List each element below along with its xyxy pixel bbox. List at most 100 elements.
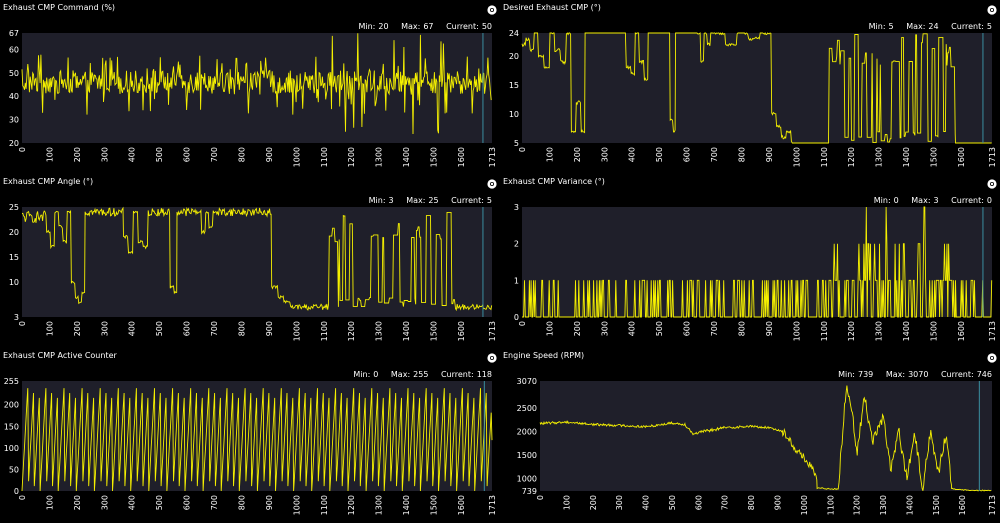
x-tick-label: 1500 — [932, 495, 941, 515]
y-tick-label: 20 — [9, 228, 19, 237]
plot-area — [22, 207, 492, 317]
chart-stats: Min: 0 Max: 255 Current: 118 — [353, 370, 492, 379]
x-tick-label: 1300 — [375, 147, 384, 167]
settings-gear-icon[interactable] — [987, 353, 997, 363]
chart-title: Exhaust CMP Angle (°) — [3, 177, 94, 186]
settings-gear-icon[interactable] — [987, 5, 997, 15]
x-tick-label: 1600 — [957, 147, 966, 167]
x-tick-label: 400 — [128, 321, 137, 336]
y-tick-label: 3070 — [517, 377, 537, 386]
x-tick-label: 1200 — [847, 147, 856, 167]
y-tick-label: 2 — [514, 240, 519, 249]
chart-title: Exhaust CMP Variance (°) — [503, 177, 605, 186]
x-tick-label: 1200 — [347, 321, 356, 341]
current-value: 5 — [986, 22, 992, 31]
x-tick-label: 100 — [545, 147, 554, 162]
x-tick-label: 1100 — [820, 147, 829, 167]
settings-gear-icon[interactable] — [487, 5, 497, 15]
y-tick-label: 2500 — [517, 404, 537, 413]
chart-title: Exhaust CMP Active Counter — [3, 351, 117, 360]
chart-panel-exhaust-cmp-angle: 3 10 15 20 25 0 100 200 300 400 500 600 700 800 900 100… — [0, 174, 500, 348]
x-tick-label: 1500 — [430, 321, 439, 341]
x-tick-label: 800 — [737, 147, 746, 162]
chart-panel-exhaust-cmp-active-counter: 0 50 100 150 200 255 0 100 200 300 400 500 600 700 800… — [0, 348, 500, 522]
x-tick-label: 700 — [721, 495, 730, 510]
y-tick-label: 30 — [9, 116, 19, 125]
data-series-line — [521, 31, 992, 144]
max-value: 25 — [428, 196, 439, 205]
x-tick-label: 900 — [765, 147, 774, 162]
x-tick-label: 1100 — [320, 495, 329, 515]
x-tick-label: 1100 — [820, 321, 829, 341]
x-tick-label: 1200 — [347, 495, 356, 515]
x-tick-label: 600 — [183, 147, 192, 162]
data-series-line — [539, 385, 992, 492]
min-label: Min: — [353, 370, 371, 379]
settings-gear-icon[interactable] — [487, 353, 497, 363]
x-tick-label: 900 — [773, 495, 782, 510]
x-tick-label: 500 — [155, 147, 164, 162]
x-tick-label: 1713 — [488, 321, 497, 341]
x-tick-label: 500 — [155, 321, 164, 336]
chart-title: Desired Exhaust CMP (°) — [503, 3, 601, 12]
y-tick-label: 20 — [509, 52, 519, 61]
x-tick-label: 300 — [600, 147, 609, 162]
y-tick-label: 255 — [4, 377, 19, 386]
x-tick-label: 700 — [210, 495, 219, 510]
x-tick-label: 200 — [573, 321, 582, 336]
x-tick-label: 500 — [155, 495, 164, 510]
x-tick-label: 1100 — [826, 495, 835, 515]
x-tick-label: 900 — [265, 321, 274, 336]
settings-gear-icon[interactable] — [487, 179, 497, 189]
max-value: 3070 — [908, 370, 929, 379]
x-tick-label: 1300 — [879, 495, 888, 515]
x-tick-label: 100 — [45, 495, 54, 510]
chart-title: Exhaust CMP Command (%) — [3, 3, 116, 12]
x-tick-label: 300 — [600, 321, 609, 336]
min-label: Min: — [838, 370, 855, 379]
x-tick-label: 200 — [73, 321, 82, 336]
y-tick-label: 1000 — [517, 475, 537, 484]
y-tick-label: 5 — [514, 139, 519, 148]
x-tick-label: 300 — [100, 147, 109, 162]
y-tick-label: 3 — [14, 313, 19, 322]
x-tick-label: 700 — [210, 321, 219, 336]
x-tick-label: 1000 — [292, 495, 301, 515]
y-tick-label: 1 — [514, 276, 519, 285]
min-value: 5 — [888, 22, 894, 31]
x-tick-label: 200 — [589, 495, 598, 510]
x-tick-label: 500 — [668, 495, 677, 510]
x-tick-label: 400 — [642, 495, 651, 510]
chart-plot: 20 30 40 50 60 67 0 100 200 300 400 500 600 700 800 900… — [9, 29, 497, 167]
chart-panel-desired-exhaust-cmp: 5 10 15 20 24 0 100 200 300 400 500 600 700 800 900 100… — [500, 0, 1000, 174]
current-label: Current: — [440, 370, 474, 379]
chart-panel-exhaust-cmp-variance: 0 1 2 3 0 100 200 300 400 500 600 700 800 900 1000 1100… — [500, 174, 1000, 348]
x-tick-label: 1500 — [930, 147, 939, 167]
min-label: Min: — [368, 196, 386, 205]
chart-stats: Min: 3 Max: 25 Current: 5 — [369, 196, 492, 205]
y-tick-label: 25 — [9, 203, 19, 212]
y-tick-label: 739 — [522, 487, 537, 496]
current-value: 746 — [976, 370, 992, 379]
settings-gear-icon[interactable] — [987, 179, 997, 189]
x-tick-label: 700 — [710, 147, 719, 162]
x-tick-label: 400 — [128, 147, 137, 162]
x-tick-label: 0 — [18, 321, 27, 326]
max-value: 24 — [928, 22, 939, 31]
x-tick-label: 600 — [694, 495, 703, 510]
x-tick-label: 1500 — [430, 147, 439, 167]
max-value: 3 — [933, 196, 939, 205]
y-tick-label: 15 — [9, 253, 19, 262]
chart-plot: 3 10 15 20 25 0 100 200 300 400 500 600 700 800 900 100… — [9, 203, 497, 341]
min-value: 0 — [373, 370, 379, 379]
x-tick-label: 1000 — [792, 321, 801, 341]
x-tick-label: 0 — [18, 495, 27, 500]
x-tick-label: 1400 — [902, 147, 911, 167]
y-tick-label: 50 — [9, 465, 19, 474]
min-value: 3 — [388, 196, 394, 205]
max-label: Max: — [390, 370, 411, 379]
x-tick-label: 500 — [655, 321, 664, 336]
plot-area — [522, 33, 992, 143]
x-tick-label: 400 — [628, 321, 637, 336]
x-tick-label: 1100 — [320, 321, 329, 341]
